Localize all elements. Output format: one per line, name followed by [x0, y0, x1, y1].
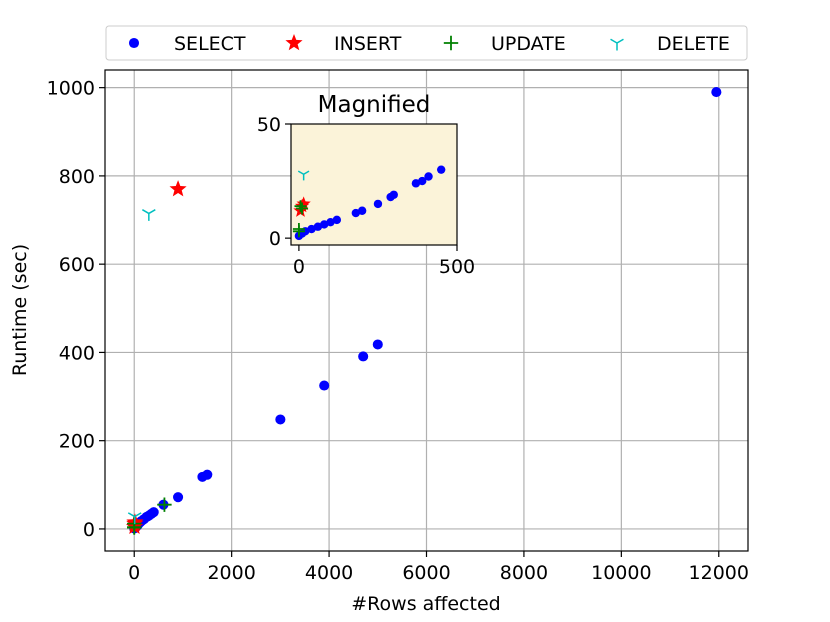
y-tick-label: 200	[59, 431, 95, 453]
inset-update-point	[294, 200, 307, 213]
inset-update-point	[296, 202, 309, 215]
select-point	[148, 507, 159, 518]
inset-select-point	[357, 206, 367, 215]
legend-label-delete: DELETE	[657, 33, 730, 55]
select-point	[358, 351, 369, 362]
legend-marker-select	[128, 37, 140, 49]
inset-select-point	[411, 179, 421, 188]
select-point	[202, 469, 213, 480]
x-axis-title: #Rows affected	[351, 593, 500, 615]
inset-ticks: 0 500 0 50	[257, 114, 475, 278]
legend-marker-delete	[610, 38, 624, 51]
legend-marker-update	[443, 35, 459, 51]
inset-title: Magnified	[318, 92, 431, 118]
inset-select-point	[307, 224, 316, 234]
x-tick-label: 8000	[500, 562, 548, 584]
select-point	[319, 380, 330, 391]
inset-select-point	[424, 172, 433, 181]
inset-select-point	[351, 208, 361, 218]
x-tick-label: 12000	[689, 562, 749, 584]
inset-update-point	[292, 223, 305, 236]
select-point	[275, 414, 286, 425]
legend-box	[105, 25, 748, 61]
legend-item-insert: INSERT	[285, 33, 402, 55]
x-tick-label: 4000	[305, 562, 353, 584]
inset-select-point	[326, 217, 335, 227]
x-tick-label: 10000	[591, 562, 651, 584]
inset-select-point	[436, 165, 446, 174]
select-point	[372, 339, 383, 350]
inset-select-point	[320, 220, 329, 229]
inset-y-tick-label: 50	[257, 114, 281, 136]
main-points	[125, 87, 722, 535]
legend-label-update: UPDATE	[491, 33, 566, 55]
y-axis-title: Runtime (sec)	[9, 244, 31, 376]
y-tick-label: 600	[59, 254, 95, 276]
inset-points	[292, 165, 446, 241]
x-axis-ticks: 0 2000 4000 6000 8000 10000 12000	[128, 551, 749, 584]
insert-point	[169, 180, 187, 197]
inset-x-tick-label: 500	[439, 256, 475, 278]
legend-item-delete: DELETE	[610, 33, 730, 55]
delete-point	[127, 512, 142, 525]
update-point	[157, 497, 172, 512]
y-tick-label: 400	[59, 342, 95, 364]
select-point	[711, 87, 722, 98]
x-tick-label: 2000	[207, 562, 255, 584]
y-tick-label: 0	[83, 519, 95, 541]
delete-point	[141, 209, 156, 221]
inset-plot: Magnified 0 500 0 50	[257, 92, 475, 278]
legend-label-insert: INSERT	[334, 33, 402, 55]
legend-item-select: SELECT	[128, 33, 246, 55]
select-point	[173, 492, 184, 503]
legend-item-update: UPDATE	[443, 33, 566, 55]
inset-select-point	[373, 199, 383, 209]
y-tick-label: 1000	[47, 78, 95, 100]
inset-select-point	[418, 176, 427, 186]
inset-frame	[290, 123, 458, 246]
y-axis-ticks: 0 200 400 600 800 1000	[47, 78, 105, 541]
inset-x-tick-label: 0	[293, 256, 305, 278]
legend-label-select: SELECT	[174, 33, 246, 55]
inset-select-point	[389, 190, 398, 199]
inset-delete-point	[297, 170, 310, 181]
x-tick-label: 0	[128, 562, 140, 584]
inset-select-point	[332, 215, 342, 225]
y-tick-label: 800	[59, 166, 95, 188]
inset-select-point	[313, 222, 323, 231]
legend: SELECT INSERT UPDATE DELETE	[105, 25, 748, 61]
x-tick-label: 6000	[402, 562, 450, 584]
inset-y-tick-label: 0	[269, 228, 281, 250]
legend-marker-insert	[285, 34, 303, 51]
